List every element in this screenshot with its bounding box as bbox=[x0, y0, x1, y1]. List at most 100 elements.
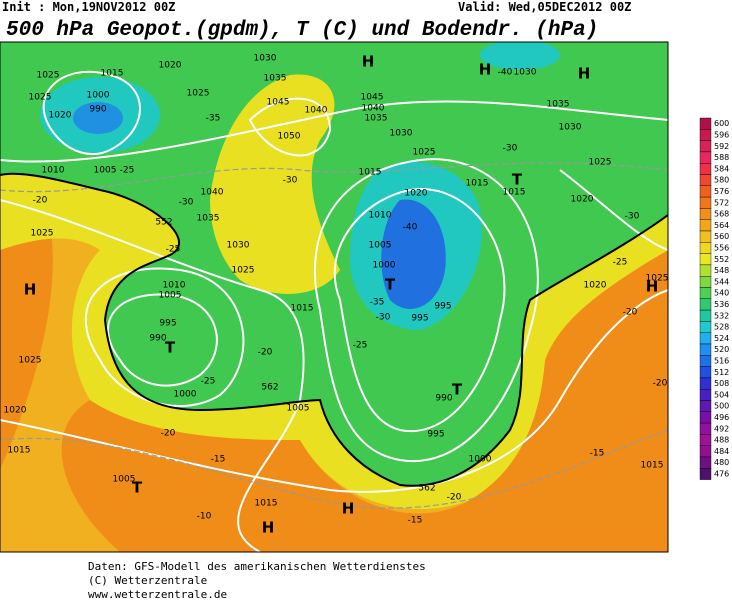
contour-label: -20 bbox=[653, 379, 668, 389]
contour-label: -20 bbox=[623, 308, 638, 318]
contour-label: -30 bbox=[503, 144, 518, 154]
contour-label: 1025 bbox=[413, 148, 436, 158]
contour-label: 995 bbox=[411, 314, 428, 324]
contour-label: 1025 bbox=[646, 274, 669, 284]
pressure-center: H bbox=[342, 500, 355, 518]
scale-label: 584 bbox=[714, 164, 729, 173]
scale-label: 496 bbox=[714, 413, 729, 422]
contour-label: 1035 bbox=[264, 74, 287, 84]
scale-label: 516 bbox=[714, 356, 729, 365]
contour-label: 1045 bbox=[267, 98, 290, 108]
color-scale: 600 596 592 588 584 580 576 572 568 564 560 556 552 5… bbox=[699, 117, 729, 480]
scale-cell bbox=[699, 343, 712, 356]
contour-label: -30 bbox=[625, 212, 640, 222]
contour-label: 1010 bbox=[369, 211, 392, 221]
contour-label: 1030 bbox=[559, 123, 582, 133]
contour-label: -30 bbox=[376, 313, 391, 323]
pressure-center: H bbox=[24, 281, 37, 299]
scale-label: 592 bbox=[714, 142, 729, 151]
contour-label: -25 bbox=[120, 166, 135, 176]
scale-label: 548 bbox=[714, 266, 729, 275]
scale-cell bbox=[699, 287, 712, 300]
scale-label: 536 bbox=[714, 300, 729, 309]
pressure-center: H bbox=[578, 65, 591, 83]
contour-label: 1015 bbox=[641, 461, 664, 471]
scale-cell bbox=[699, 151, 712, 164]
contour-label: 1020 bbox=[159, 61, 182, 71]
contour-label: -30 bbox=[179, 198, 194, 208]
contour-label: -15 bbox=[408, 516, 423, 526]
scale-cell bbox=[699, 264, 712, 277]
552-contour bbox=[0, 172, 668, 487]
footer-line: (C) Wetterzentrale bbox=[88, 574, 207, 587]
contour-label: 1025 bbox=[232, 266, 255, 276]
contour-label: 1025 bbox=[29, 93, 52, 103]
scale-cell bbox=[699, 389, 712, 401]
pressure-center: H bbox=[479, 61, 492, 79]
contour-label: 1025 bbox=[31, 229, 54, 239]
cold-core bbox=[480, 42, 560, 70]
scale-label: 484 bbox=[714, 447, 729, 456]
pressure-center: T bbox=[385, 276, 396, 294]
scale-cell bbox=[699, 332, 712, 345]
scale-label: 580 bbox=[714, 176, 729, 185]
footer-line: Daten: GFS-Modell des amerikanischen Wet… bbox=[88, 560, 426, 573]
scale-cell bbox=[699, 468, 712, 480]
valid-text: Valid: Wed,05DEC2012 00Z bbox=[458, 0, 631, 14]
scale-cell bbox=[699, 253, 712, 266]
contour-label: 1030 bbox=[514, 68, 537, 78]
contour-label: 562 bbox=[418, 484, 435, 494]
cold-core bbox=[381, 199, 446, 309]
scale-cell bbox=[699, 355, 712, 367]
cold-core bbox=[73, 102, 123, 134]
contour-label: 1015 bbox=[503, 188, 526, 198]
contour-label: 990 bbox=[89, 105, 106, 115]
contour-label: 1005 bbox=[287, 404, 310, 414]
contour-label: -20 bbox=[258, 348, 273, 358]
scale-cell bbox=[699, 321, 712, 333]
contour-label: -20 bbox=[447, 493, 462, 503]
contour-label: 1020 bbox=[405, 189, 428, 199]
scale-label: 488 bbox=[714, 436, 729, 445]
contour-label: 1035 bbox=[547, 100, 570, 110]
contour-label: 1005 bbox=[113, 475, 136, 485]
scale-label: 492 bbox=[714, 424, 729, 433]
scale-cell bbox=[699, 445, 712, 458]
contour-label: 1015 bbox=[255, 499, 278, 509]
scale-label: 588 bbox=[714, 153, 729, 162]
scale-cell bbox=[699, 298, 712, 311]
isobar bbox=[0, 199, 305, 552]
scale-label: 568 bbox=[714, 210, 729, 219]
contour-label: 990 bbox=[435, 394, 452, 404]
contour-label: 1015 bbox=[8, 446, 31, 456]
scale-label: 540 bbox=[714, 289, 729, 298]
contour-label: 1015 bbox=[291, 304, 314, 314]
scale-cell bbox=[699, 422, 712, 435]
scale-label: 520 bbox=[714, 345, 729, 354]
scale-label: 480 bbox=[714, 458, 729, 467]
scale-label: 528 bbox=[714, 323, 729, 332]
contour-label: -25 bbox=[201, 377, 216, 387]
footer-line: www.wetterzentrale.de bbox=[88, 588, 227, 600]
contour-label: -40 bbox=[403, 223, 418, 233]
contour-label: 1000 bbox=[174, 390, 197, 400]
pressure-center: T bbox=[452, 381, 463, 399]
contour-label: 1015 bbox=[466, 179, 489, 189]
scale-cell bbox=[699, 219, 712, 232]
contour-label: -20 bbox=[161, 429, 176, 439]
scale-cell bbox=[699, 117, 712, 130]
contour-label: 1050 bbox=[278, 132, 301, 142]
contour-label: 990 bbox=[149, 334, 166, 344]
isotherm bbox=[0, 162, 668, 193]
contour-label: 1040 bbox=[362, 104, 385, 114]
scale-cell bbox=[699, 196, 712, 209]
contour-label: -25 bbox=[353, 341, 368, 351]
scale-label: 524 bbox=[714, 334, 729, 343]
scale-cell bbox=[699, 434, 712, 446]
scale-label: 596 bbox=[714, 130, 729, 139]
isobar bbox=[333, 188, 506, 433]
scale-label: 512 bbox=[714, 368, 729, 377]
scale-cell bbox=[699, 162, 712, 175]
contour-label: 1000 bbox=[469, 455, 492, 465]
